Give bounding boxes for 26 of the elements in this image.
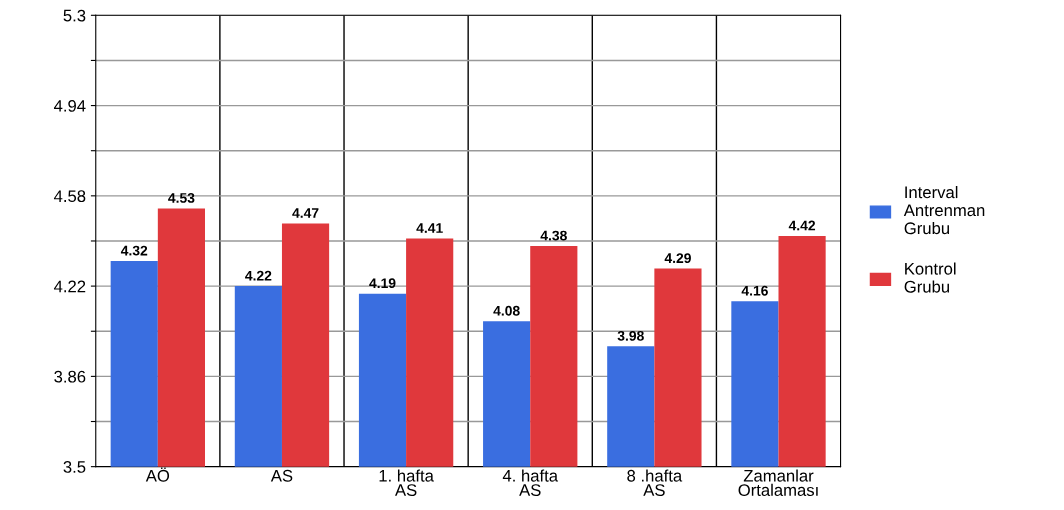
- y-tick-label: 4.94: [53, 99, 86, 112]
- data-label: 4.38: [540, 230, 567, 241]
- y-tick-label: 5.3: [63, 9, 86, 22]
- data-label: 4.29: [664, 253, 691, 264]
- y-tick-label: 3.86: [54, 370, 86, 383]
- data-label: 4.19: [369, 278, 396, 289]
- y-tick-label: 4.22: [53, 280, 86, 293]
- data-label: 4.16: [741, 285, 768, 296]
- x-tick-label: AÖ: [145, 467, 170, 482]
- x-tick-label: 4. hafta AS: [502, 469, 559, 496]
- y-tick-label: 4.58: [53, 190, 86, 203]
- data-label: 4.53: [168, 193, 195, 203]
- x-tick-label: 8 .hafta AS: [627, 469, 683, 496]
- data-label: 3.98: [617, 330, 644, 341]
- x-tick-label: 1. hafta AS: [379, 469, 434, 496]
- legend-label: Kontrol Grubu: [904, 262, 956, 293]
- y-tick-label: 3.5: [63, 461, 86, 473]
- data-label: 4.41: [416, 223, 443, 233]
- x-tick-label: Zamanlar Ortalaması: [738, 469, 818, 496]
- data-label: 4.32: [120, 245, 148, 256]
- data-label: 4.47: [292, 208, 319, 218]
- x-tick-label: AS: [270, 469, 293, 482]
- data-label: 4.22: [245, 270, 272, 281]
- data-label: 4.08: [493, 305, 520, 316]
- data-label: 4.42: [788, 220, 816, 231]
- legend-label: Interval Antrenman Grubu: [903, 186, 985, 235]
